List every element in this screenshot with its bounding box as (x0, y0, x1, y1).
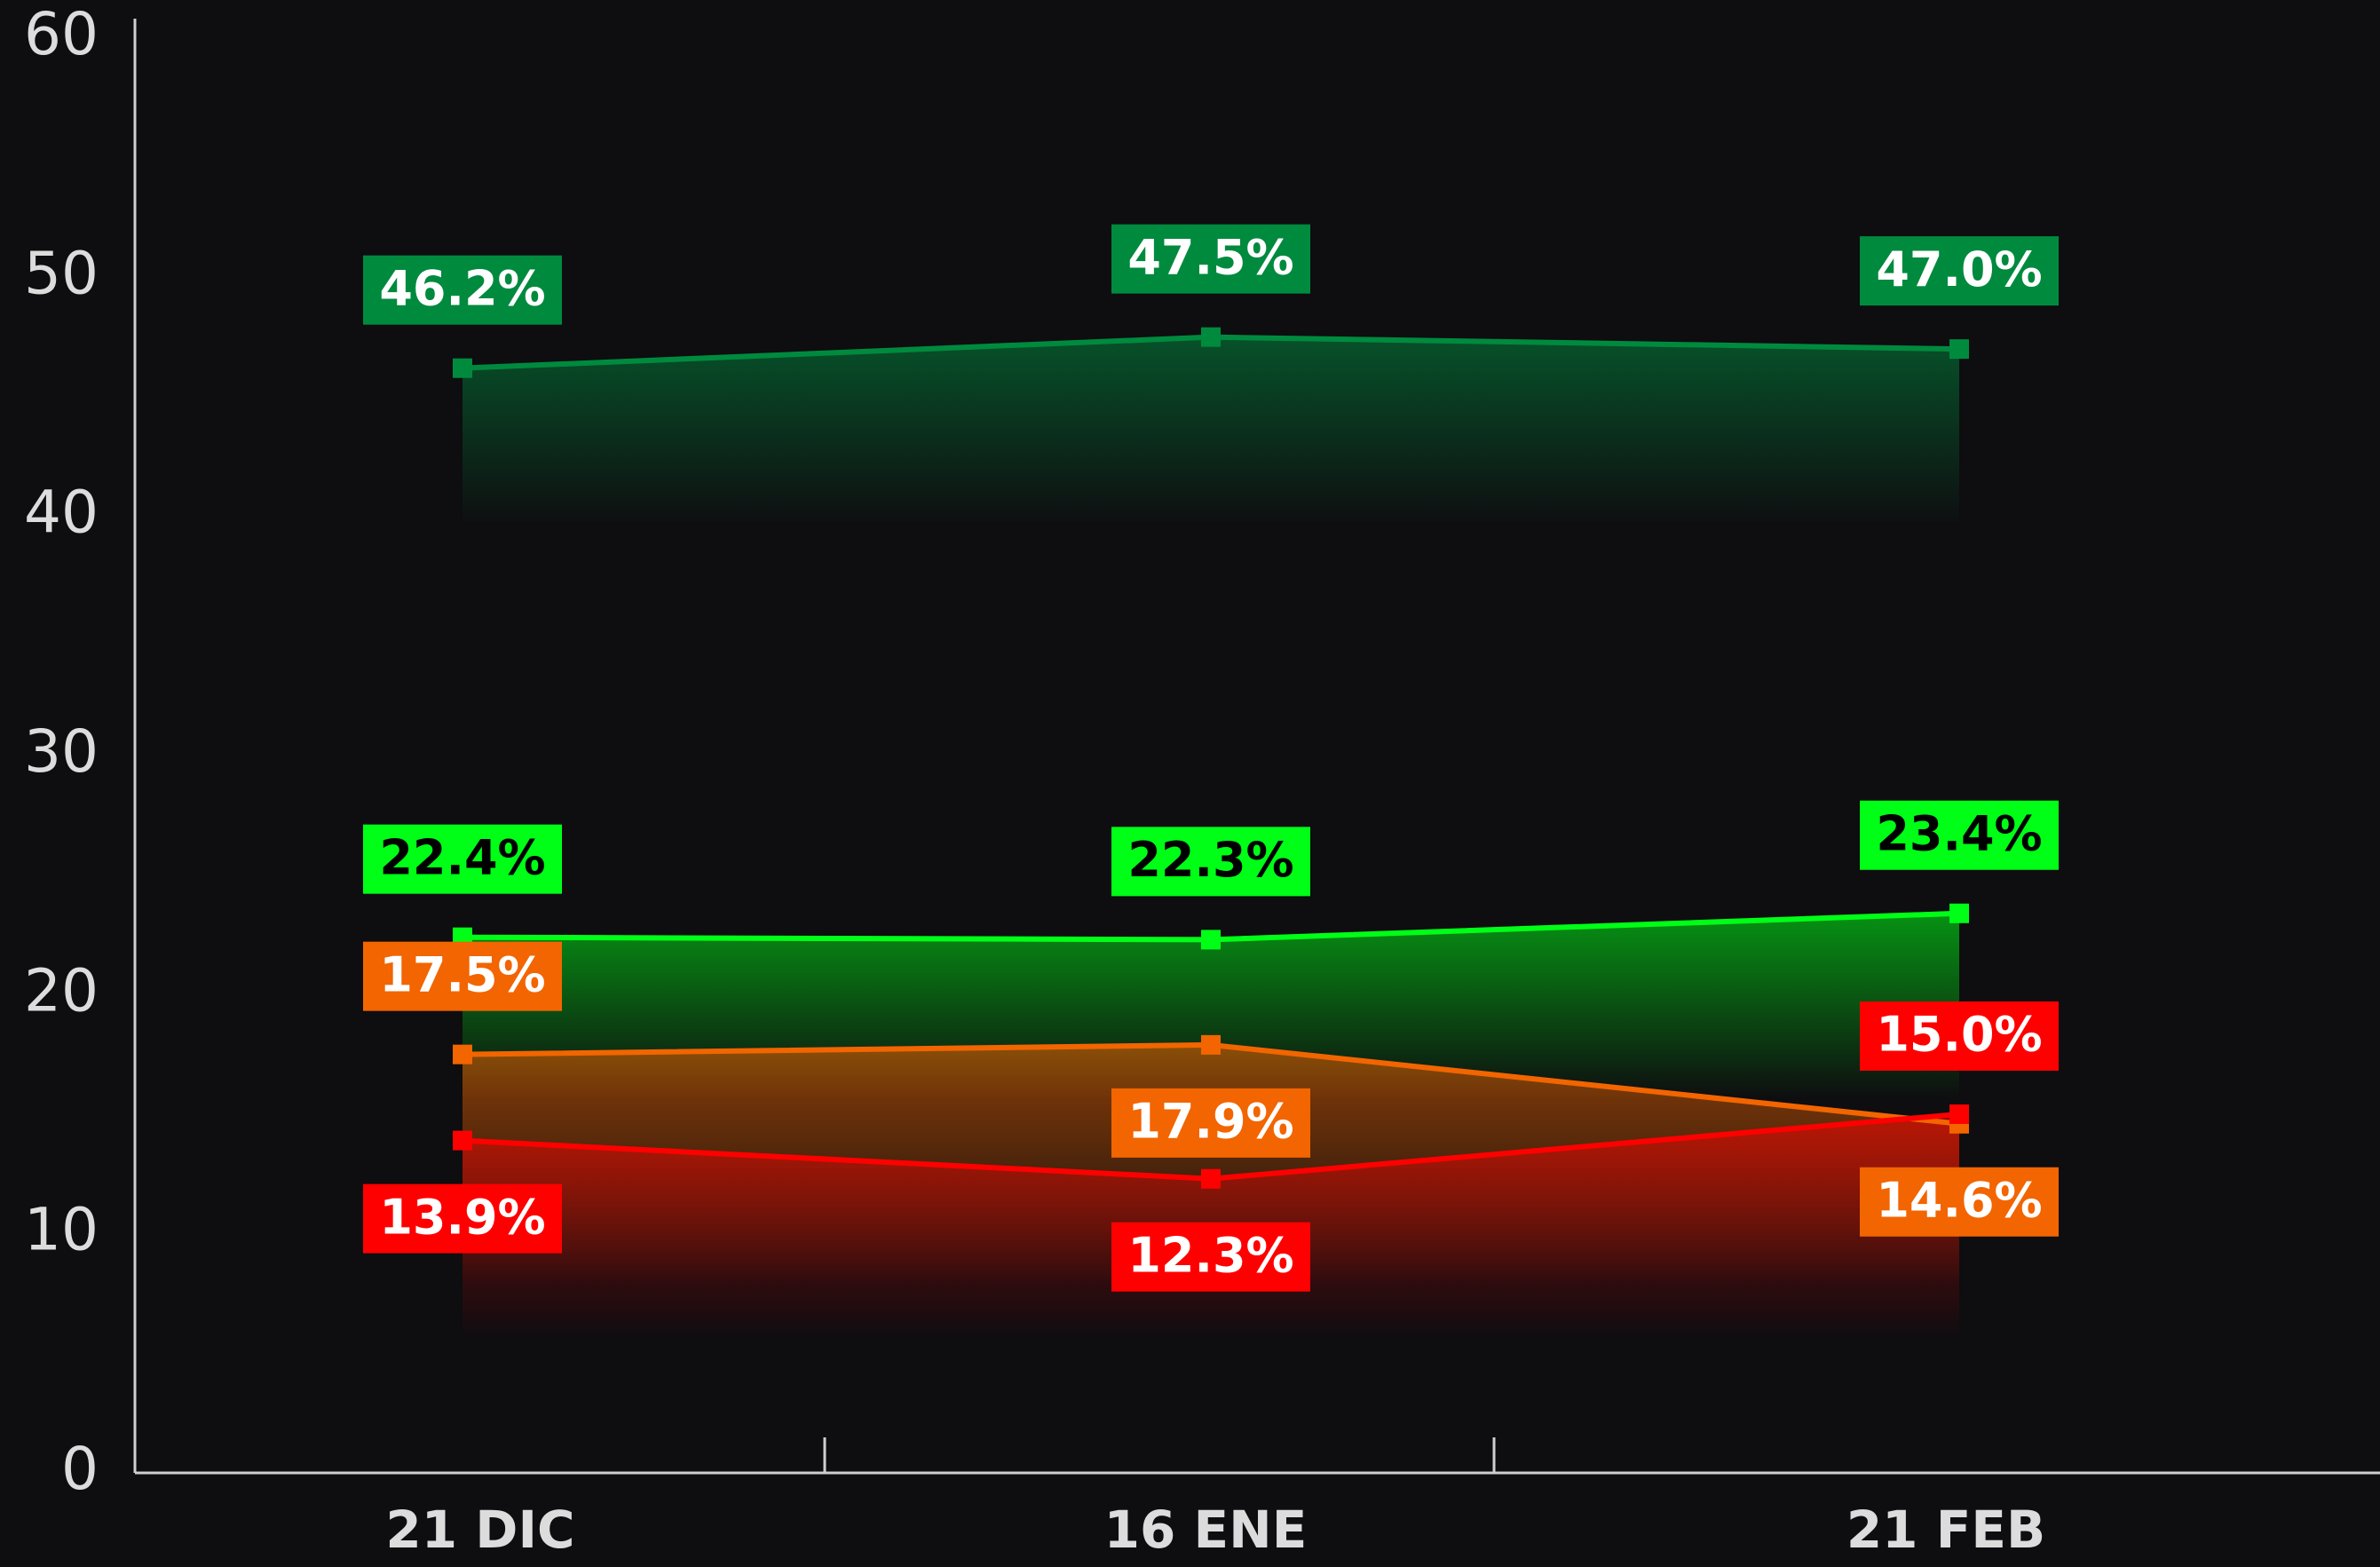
value-label: 14.6% (1876, 1172, 2042, 1228)
label-box (363, 255, 562, 325)
y-tick-label: 40 (24, 479, 99, 547)
label-box (1860, 1167, 2059, 1237)
label-box (1860, 1001, 2059, 1071)
labels: 46.2% 47.5% 47.0% 22.4% 22.3% 23.4% 17.5% 17.9%… (363, 224, 2059, 1292)
point (1949, 339, 1969, 360)
lines (453, 327, 1969, 1189)
point (1201, 327, 1221, 347)
y-tick-label: 30 (24, 717, 99, 786)
value-label: 47.0% (1876, 241, 2042, 297)
y-tick-label: 60 (24, 0, 99, 68)
label-box (1860, 236, 2059, 306)
y-tick-label: 20 (24, 956, 99, 1025)
value-label: 22.4% (379, 829, 545, 885)
point (1201, 1034, 1221, 1055)
label-box (1111, 1222, 1310, 1292)
label-box (1860, 800, 2059, 870)
label-box (1111, 827, 1310, 897)
y-tick-label: 50 (24, 239, 99, 307)
point (1201, 1168, 1221, 1189)
value-label: 12.3% (1127, 1227, 1293, 1283)
point (1201, 930, 1221, 950)
point (453, 1130, 472, 1151)
point (1949, 903, 1969, 923)
value-label: 23.4% (1876, 805, 2042, 861)
value-label: 15.0% (1876, 1007, 2042, 1063)
y-tick-label: 0 (61, 1435, 99, 1503)
value-label: 17.9% (1127, 1094, 1293, 1150)
label-box (363, 824, 562, 894)
area (463, 336, 1959, 528)
value-label: 47.5% (1127, 229, 1293, 285)
x-tick-label: 16 ENE (1104, 1500, 1308, 1560)
y-tick-label: 10 (24, 1196, 99, 1264)
x-tick-label: 21 DIC (385, 1500, 574, 1560)
value-label: 13.9% (379, 1189, 545, 1245)
point (453, 1044, 472, 1064)
x-tick-label: 21 FEB (1846, 1500, 2045, 1560)
point (1949, 1104, 1969, 1124)
point (453, 358, 472, 378)
label-box (1111, 1088, 1310, 1158)
value-label: 17.5% (379, 946, 545, 1002)
label-box (363, 941, 562, 1011)
label-box (1111, 224, 1310, 294)
value-label: 46.2% (379, 260, 545, 316)
label-box (363, 1183, 562, 1254)
areas (463, 336, 1959, 1339)
value-label: 22.3% (1127, 832, 1293, 888)
